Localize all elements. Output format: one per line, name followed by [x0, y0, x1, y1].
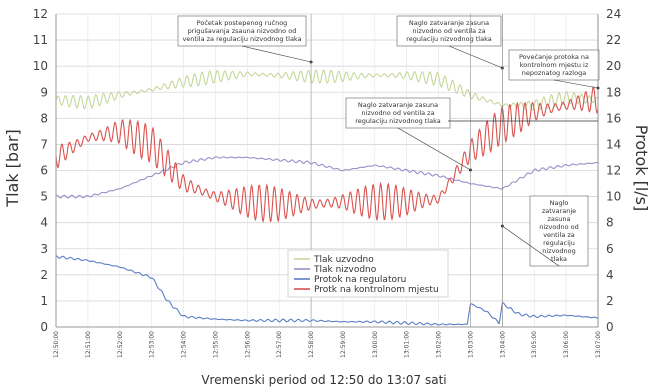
- annotation-arrow: [553, 79, 599, 89]
- y-left-tick-label: 2: [40, 268, 48, 282]
- annotation-text: regulaciju nizvodnog tlaka: [406, 35, 491, 43]
- x-tick-label: 12:56:00: [244, 331, 251, 358]
- y-left-tick-label: 11: [33, 33, 48, 47]
- y-left-tick-label: 12: [33, 7, 48, 21]
- annotation-box: [529, 195, 589, 267]
- x-tick-label: 13:04:00: [499, 331, 506, 358]
- series-line-2: [55, 156, 599, 199]
- x-axis-title: Vremenski period od 12:50 do 13:07 sati: [201, 373, 446, 387]
- annotation-text: Naglo: [550, 199, 569, 207]
- x-tick-label: 12:54:00: [181, 331, 188, 358]
- annotation-text: tlaka: [551, 255, 567, 263]
- y-left-tick-label: 5: [40, 190, 48, 204]
- y-right-tick-label: 14: [606, 137, 621, 151]
- series-line-3: [55, 254, 599, 326]
- series-line-4: [55, 85, 599, 223]
- series-layer: [55, 69, 599, 326]
- x-tick-label: 12:59:00: [340, 331, 347, 358]
- y-left-tick-label: 4: [40, 216, 48, 230]
- y-right-tick-label: 6: [606, 242, 614, 256]
- annotation-text: ventila za: [543, 231, 575, 239]
- annotation-text: ventila za regulaciju nizvodnog tlaka: [182, 35, 301, 43]
- x-tick-label: 12:51:00: [85, 331, 92, 358]
- y-right-tick-label: 0: [606, 320, 614, 334]
- x-axis-ticks: 12:50:00 12:51:00 12:52:00 12:53:00 12:54:00…: [53, 331, 602, 358]
- x-tick-label: 13:02:00: [436, 331, 443, 358]
- annotation-box: [177, 15, 307, 47]
- annotation-arrow: [448, 45, 503, 69]
- annotation-box: [345, 97, 451, 129]
- y-left-tick-label: 3: [40, 242, 48, 256]
- x-tick-label: 13:00:00: [372, 331, 379, 358]
- annotation-text: nizvodno od ventila za: [412, 27, 485, 35]
- annotation-text: Naglo zatvaranje zasuna: [358, 101, 438, 109]
- y-right-tick-label: 10: [606, 190, 621, 204]
- y-right-tick-label: 16: [606, 111, 621, 125]
- x-tick-label: 12:50:00: [53, 331, 60, 358]
- y-left-tick-label: 1: [40, 294, 48, 308]
- annotation-text: Naglo zatvaranje zasuna: [409, 19, 489, 27]
- x-tick-label: 13:05:00: [531, 331, 538, 358]
- y-axis-right-title: Protok [l/s]: [632, 125, 649, 211]
- annotation-text: nizvodno od: [539, 223, 579, 231]
- legend-box: [287, 249, 449, 298]
- annotation-text: zatvaranje: [542, 207, 576, 215]
- y-axis-left-title: Tlak [bar]: [3, 129, 22, 207]
- x-tick-label: 13:01:00: [404, 331, 411, 358]
- annotation-text: kontrolnom mjestu iz: [520, 61, 589, 69]
- y-right-tick-label: 22: [606, 33, 621, 47]
- annotation-text: prigušavanja zsauna nizvodno od: [188, 27, 297, 35]
- y-left-tick-label: 0: [40, 320, 48, 334]
- y-right-tick-label: 20: [606, 59, 621, 73]
- legend-label: Protk na kontrolnom mjestu: [314, 285, 439, 295]
- y-right-tick-label: 8: [606, 216, 614, 230]
- y-left-tick-label: 8: [40, 111, 48, 125]
- y-left-tick-label: 9: [40, 85, 48, 99]
- x-tick-label: 12:55:00: [212, 331, 219, 358]
- y-right-tick-label: 12: [606, 164, 621, 178]
- annotation-text: nizvodnog: [542, 247, 576, 255]
- annotation-text: zasuna: [547, 215, 570, 223]
- annotation-text: Početak postepenog ručnog: [197, 19, 288, 27]
- annotation-arrow: [502, 225, 560, 267]
- y-right-tick-label: 2: [606, 294, 614, 308]
- annotation-text: regulaciju: [543, 239, 575, 247]
- annotation-arrow: [241, 45, 312, 63]
- annotation-text: nizvodno od ventila za: [361, 109, 434, 117]
- y-left-tick-label: 10: [33, 59, 48, 73]
- legend-label: Protok na regulatoru: [314, 275, 406, 285]
- x-tick-label: 12:53:00: [149, 331, 156, 358]
- x-tick-label: 13:07:00: [595, 331, 602, 358]
- annotation-text: nepoznatog razloga: [522, 69, 586, 77]
- legend-label: Tlak uzvodno: [313, 255, 374, 265]
- y-left-tick-label: 7: [40, 137, 48, 151]
- annotation-text: regulaciju nizvodnog tlaka: [355, 117, 440, 125]
- x-tick-label: 12:57:00: [276, 331, 283, 358]
- x-tick-label: 13:03:00: [467, 331, 474, 358]
- x-tick-label: 13:06:00: [563, 331, 570, 358]
- series-line-1: [55, 69, 599, 111]
- legend-label: Tlak nizvodno: [313, 265, 377, 275]
- y-right-tick-label: 4: [606, 268, 614, 282]
- annotation-arrow: [397, 127, 471, 171]
- y-right-tick-label: 24: [606, 7, 621, 21]
- annotation-text: Povećanje protoka na: [519, 53, 589, 61]
- annotation-box: [396, 15, 502, 47]
- y-left-tick-label: 6: [40, 164, 48, 178]
- x-tick-label: 12:52:00: [117, 331, 124, 358]
- y-right-tick-label: 18: [606, 85, 621, 99]
- x-tick-label: 12:58:00: [308, 331, 315, 358]
